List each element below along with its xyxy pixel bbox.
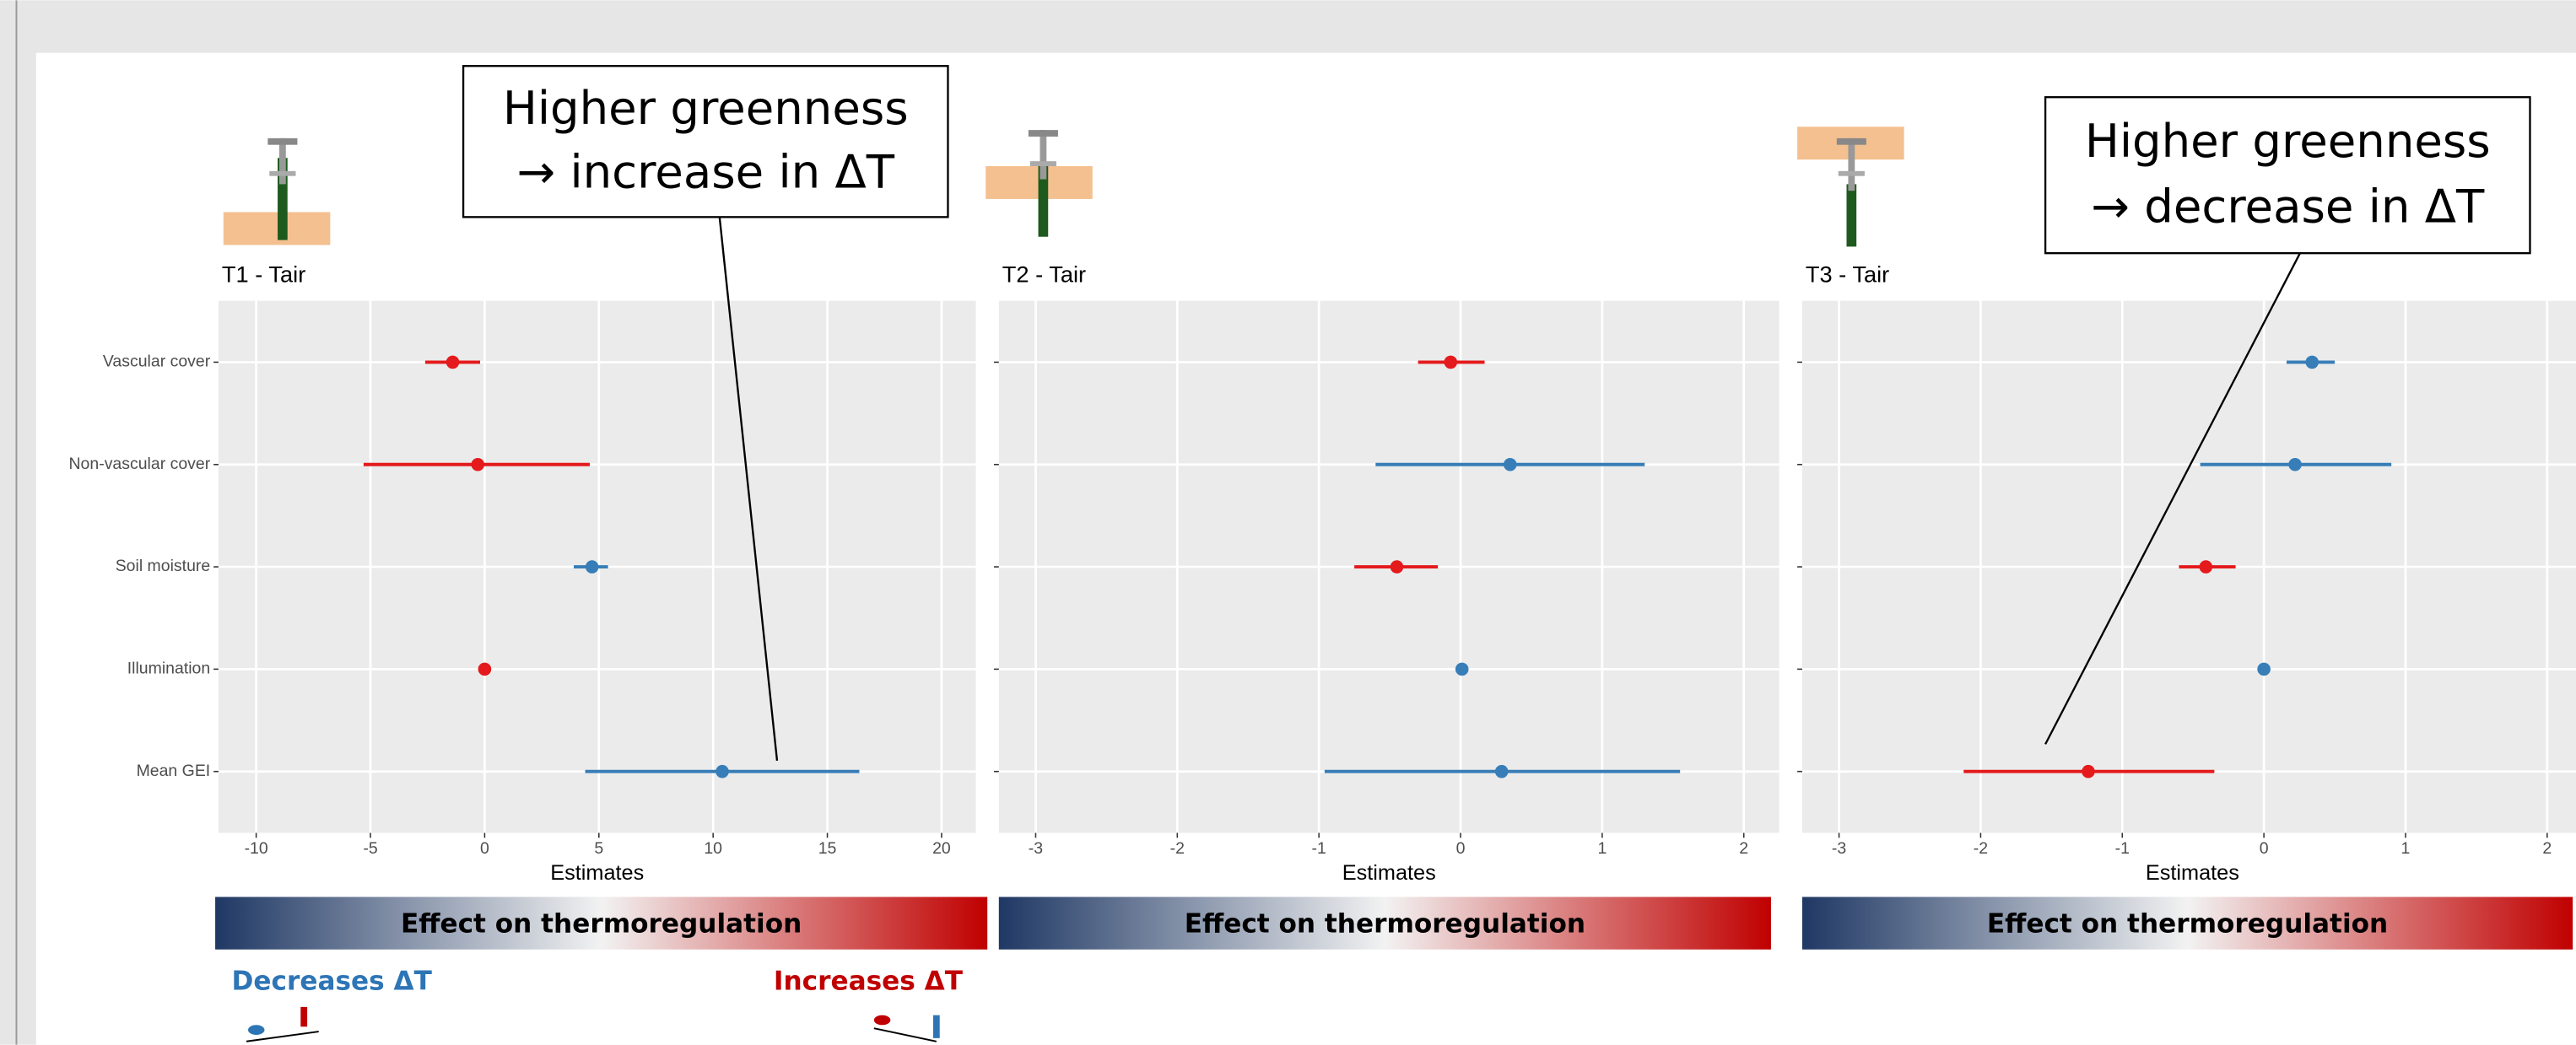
x-tick-label: 5	[594, 839, 603, 858]
x-tick-label: -5	[363, 839, 377, 858]
estimate-point	[1455, 663, 1469, 676]
x-axis-label: Estimates	[550, 861, 644, 885]
x-tick-label: 10	[704, 839, 722, 858]
annotation-text: Higher greenness	[503, 81, 909, 135]
x-tick-label: 20	[932, 839, 951, 858]
y-tick-label: Non-vascular cover	[69, 455, 211, 473]
estimate-point	[2288, 458, 2302, 471]
x-axis-label: Estimates	[2146, 861, 2239, 885]
colorbar-label: Effect on thermoregulation	[1987, 909, 2388, 940]
estimate-point	[716, 765, 729, 778]
y-tick-label: Soil moisture	[116, 557, 211, 575]
estimate-point	[1495, 765, 1509, 778]
x-tick-label: -1	[1312, 839, 1326, 858]
estimate-point	[1504, 458, 1517, 471]
x-axis-label: Estimates	[1342, 861, 1436, 885]
x-tick-label: 15	[818, 839, 837, 858]
annotation-text: → decrease in ΔT	[2091, 180, 2485, 234]
x-tick-label: -3	[1029, 839, 1043, 858]
x-tick-label: 0	[2260, 839, 2269, 858]
colorbar-label: Effect on thermoregulation	[401, 909, 802, 940]
panel-title: T2 - Tair	[1002, 261, 1086, 288]
x-tick-label: 2	[2542, 839, 2552, 858]
colorbar-label: Effect on thermoregulation	[1185, 909, 1585, 940]
y-tick-label: Illumination	[127, 660, 210, 678]
annotation-text: → increase in ΔT	[516, 144, 894, 198]
estimate-point	[471, 458, 484, 471]
estimate-point	[2257, 663, 2271, 676]
x-tick-label: 1	[2401, 839, 2411, 858]
legend-left: Decreases ΔT	[232, 967, 433, 997]
legend-right: Increases ΔT	[774, 967, 964, 997]
page: {"chart_data": [ {"type": "forest", "tit…	[0, 0, 2576, 1045]
estimate-point	[446, 356, 460, 369]
estimate-point	[478, 663, 492, 676]
y-tick-label: Mean GEI	[137, 762, 211, 780]
x-tick-label: 1	[1597, 839, 1607, 858]
x-tick-label: -3	[1832, 839, 1846, 858]
x-tick-label: 0	[1456, 839, 1466, 858]
estimate-point	[586, 560, 599, 574]
estimate-point	[1444, 356, 1457, 369]
estimate-point	[2082, 765, 2095, 778]
x-tick-label: -1	[2115, 839, 2130, 858]
x-tick-label: 2	[1739, 839, 1748, 858]
estimate-point	[1391, 560, 1404, 574]
annotation-text: Higher greenness	[2085, 114, 2491, 168]
panel-title: T3 - Tair	[1806, 261, 1889, 288]
y-tick-label: Vascular cover	[103, 353, 211, 371]
x-tick-label: -2	[1170, 839, 1185, 858]
x-tick-label: -10	[245, 839, 268, 858]
x-tick-label: 0	[480, 839, 489, 858]
estimate-point	[2200, 560, 2213, 574]
screenshot: Decreases ΔT Increases ΔT T1 - Tair-10-5…	[0, 0, 2576, 1045]
panel-title: T1 - Tair	[222, 261, 305, 288]
estimate-point	[2305, 356, 2319, 369]
x-tick-label: -2	[1974, 839, 1988, 858]
